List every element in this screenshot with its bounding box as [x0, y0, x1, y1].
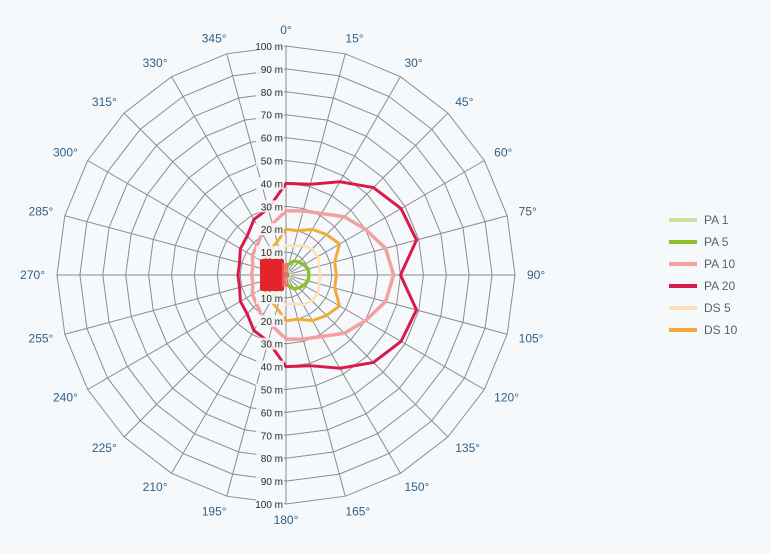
radius-tick-label: 10 m [261, 294, 283, 305]
legend-label: PA 1 [704, 213, 729, 227]
angle-tick-label: 165° [345, 505, 370, 519]
legend-label: PA 10 [704, 257, 735, 271]
grid-spoke-120 [285, 274, 485, 390]
grid-spoke-255 [64, 274, 287, 335]
angle-tick-label: 150° [405, 480, 430, 494]
radius-label-bg [256, 337, 284, 350]
grid-spoke-285 [64, 215, 287, 276]
radius-tick-label: 40 m [261, 179, 283, 190]
grid-spoke-60 [285, 160, 485, 276]
radius-label-bg [256, 40, 284, 52]
grid-spoke-135 [285, 274, 449, 438]
angle-tick-label: 30° [405, 56, 423, 70]
radius-label-bg [256, 246, 284, 259]
angle-tick-label: 135° [455, 441, 480, 455]
radius-tick-label: 70 m [261, 111, 283, 122]
radius-label-bg [256, 62, 284, 75]
angle-tick-label: 195° [202, 505, 227, 519]
angle-tick-label: 0° [280, 23, 292, 37]
angle-tick-label: 90° [527, 268, 545, 282]
radius-tick-label: 40 m [261, 363, 283, 374]
radius-tick-label: 20 m [261, 225, 283, 236]
angle-tick-label: 240° [53, 391, 78, 405]
angle-tick-label: 300° [53, 146, 78, 160]
radius-label-bg [256, 452, 284, 465]
radius-tick-label: 30 m [261, 202, 283, 213]
radius-label-bg [256, 360, 284, 373]
grid-spoke-45 [285, 112, 449, 276]
radius-label-bg [256, 177, 284, 190]
angle-tick-labels: 0° 15° 30° 45° 60° 75° 90° 105° 120° 135° 150° 165°… [20, 23, 545, 527]
radius-label-bg [256, 475, 284, 488]
center-marker-highlight [282, 263, 288, 287]
radius-label-bg [256, 429, 284, 442]
radius-tick-label: 70 m [261, 431, 283, 442]
radius-tick-label: 80 m [261, 88, 283, 99]
angle-tick-label: 345° [202, 31, 227, 45]
angle-tick-label: 270° [20, 268, 45, 282]
center-marker [260, 259, 284, 291]
legend-label: DS 5 [704, 301, 731, 315]
radius-label-bg [256, 383, 284, 396]
polar-grid [56, 45, 516, 505]
angle-tick-label: 255° [29, 331, 54, 345]
grid-spoke-150 [285, 274, 401, 474]
radius-label-bg [256, 108, 284, 121]
radius-tick-label: 90 m [261, 65, 283, 76]
radius-label-bg [256, 291, 284, 304]
angle-tick-label: 315° [92, 95, 117, 109]
radius-label-bg [256, 85, 284, 98]
angle-tick-label: 105° [519, 331, 544, 345]
grid-spoke-105 [285, 274, 508, 335]
center-marker-layer [260, 259, 288, 291]
radius-label-bg [256, 131, 284, 144]
angle-tick-label: 330° [143, 56, 168, 70]
legend-label: DS 10 [704, 323, 738, 337]
grid-spoke-165 [285, 274, 346, 497]
grid-spoke-330 [171, 76, 287, 276]
angle-tick-label: 285° [29, 205, 54, 219]
radius-tick-label: 10 m [261, 248, 283, 259]
angle-tick-label: 60° [494, 146, 512, 160]
radius-tick-label: 60 m [261, 134, 283, 145]
radius-tick-label: 50 m [261, 157, 283, 168]
series-line-pa-20 [236, 180, 419, 370]
radius-tick-label: 20 m [261, 317, 283, 328]
radius-tick-label: 30 m [261, 340, 283, 351]
legend-label: PA 20 [704, 279, 735, 293]
radius-tick-label: 90 m [261, 477, 283, 488]
radius-label-bg [256, 200, 284, 213]
series-line-pa-10 [249, 209, 396, 341]
grid-spoke-15 [285, 53, 346, 276]
angle-tick-label: 45° [455, 95, 473, 109]
radius-tick-labels: 10 m 10 m 20 m 20 m 30 m 30 m 40 m 40 m 50 m 50 m… [255, 40, 284, 511]
grid-spoke-30 [285, 76, 401, 276]
grid-spoke-210 [171, 274, 287, 474]
radius-label-bg [256, 314, 284, 327]
radius-label-bg [256, 498, 284, 510]
angle-tick-label: 180° [274, 513, 299, 527]
angle-tick-label: 225° [92, 441, 117, 455]
angle-tick-label: 210° [143, 480, 168, 494]
radius-label-bg [256, 223, 284, 236]
radius-label-bg [256, 406, 284, 419]
grid-spoke-75 [285, 215, 508, 276]
radius-tick-label: 60 m [261, 408, 283, 419]
radius-tick-label: 50 m [261, 386, 283, 397]
radius-tick-label: 80 m [261, 454, 283, 465]
angle-tick-label: 75° [519, 205, 537, 219]
legend: PA 1 PA 5 PA 10 PA 20 DS 5 DS 10 [669, 213, 738, 337]
radius-label-bg [256, 154, 284, 167]
radius-tick-label: 100 m [255, 42, 283, 53]
angle-tick-label: 120° [494, 391, 519, 405]
legend-label: PA 5 [704, 235, 729, 249]
radius-tick-label: 100 m [255, 500, 283, 511]
angle-tick-label: 15° [345, 31, 363, 45]
